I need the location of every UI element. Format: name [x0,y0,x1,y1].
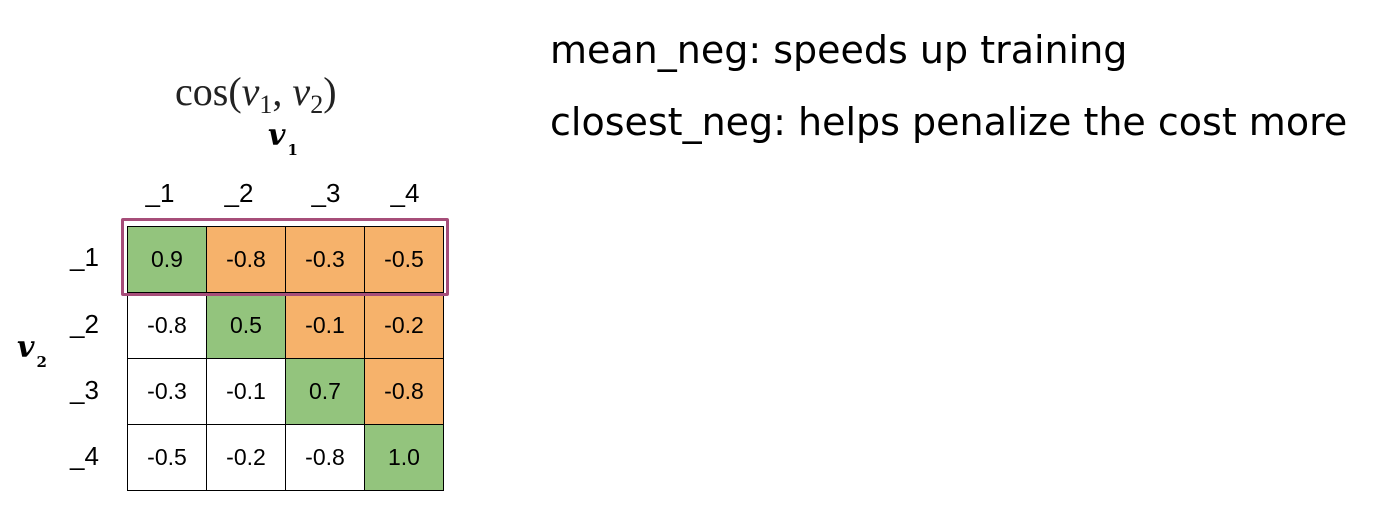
column-header: _4 [390,178,420,208]
column-header: _2 [224,178,254,208]
formula-sep: , [272,69,293,114]
v2-sub: 2 [36,353,47,371]
cosine-formula: cos(v1, v2) [175,68,337,120]
matrix-cell: -0.8 [285,424,365,491]
formula-close: ) [323,69,337,114]
matrix-cell: 0.9 [127,226,207,293]
formula-a-sub: 1 [259,90,273,119]
matrix-row: -0.3 -0.1 0.7 -0.8 [127,358,444,425]
matrix-cell: 0.7 [285,358,365,425]
matrix-cell: -0.2 [364,292,444,359]
matrix-cell: -0.2 [206,424,286,491]
note-mean-neg: mean_neg: speeds up training [550,28,1128,72]
similarity-matrix: 0.9 -0.8 -0.3 -0.5 -0.8 0.5 -0.1 -0.2 -0… [127,226,444,491]
matrix-cell: -0.1 [206,358,286,425]
matrix-cell: -0.5 [364,226,444,293]
matrix-cell: -0.1 [285,292,365,359]
matrix-cell: -0.5 [127,424,207,491]
note-closest-neg: closest_neg: helps penalize the cost mor… [550,100,1348,144]
row-header: _3 [70,375,99,405]
formula-open: ( [228,69,242,114]
formula-a: v [241,69,260,114]
row-header: _4 [70,441,99,471]
matrix-row: 0.9 -0.8 -0.3 -0.5 [127,226,444,293]
v1-sub: 1 [287,141,298,159]
row-header: _1 [70,242,99,272]
matrix-cell: -0.3 [127,358,207,425]
v2-var: v [17,330,35,365]
formula-b: v [292,69,311,114]
matrix-row: -0.8 0.5 -0.1 -0.2 [127,292,444,359]
row-header: _2 [70,309,99,339]
first-row-highlight [121,218,449,296]
column-header: _3 [311,178,341,208]
matrix-cell: -0.8 [127,292,207,359]
matrix-row: -0.5 -0.2 -0.8 1.0 [127,424,444,491]
matrix-cell: 1.0 [364,424,444,491]
matrix-cell: -0.8 [364,358,444,425]
formula-b-sub: 2 [310,90,324,119]
v1-var: v [268,118,286,153]
formula-fn: cos [175,69,229,114]
column-header: _1 [145,178,175,208]
matrix-cell: 0.5 [206,292,286,359]
